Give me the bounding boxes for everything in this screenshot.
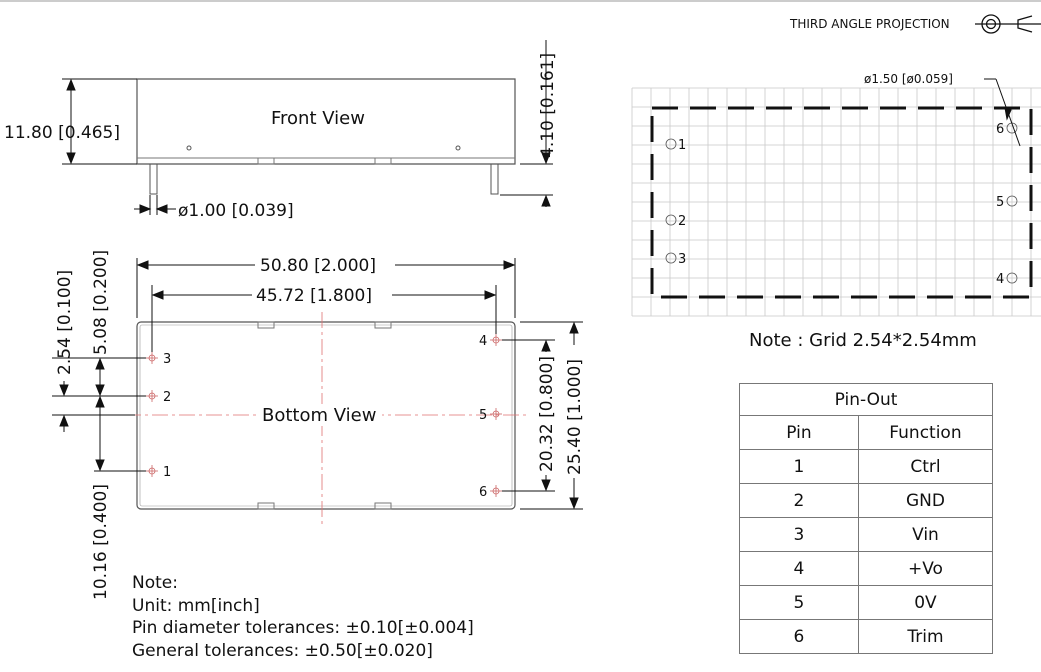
pinout-pin-cell: 4 [739,551,859,586]
bottom-standoff-bl [257,502,275,510]
bottom-pin-label-2: 2 [163,390,171,405]
front-dot-right [455,145,461,151]
bottom-pin-pitch-dim: 2.54 [0.100] [55,270,75,375]
pinout-pin-cell: 5 [739,585,859,620]
front-height-dim: 11.80 [0.465] [4,123,120,143]
front-standoff-right [374,157,392,165]
pinout-pin-cell: 2 [739,483,859,518]
front-pin-length-dim: 4.10 [0.161] [538,53,558,158]
pinout-function-cell: +Vo [857,551,994,586]
bottom-pin-label-4: 4 [479,334,487,349]
bottom-standoff-tr [374,321,392,329]
front-pin-left [149,163,158,195]
front-view: Front View 11.80 [0.465] 4.10 [0.161] [4,40,558,221]
notes-pin-tolerance: Pin diameter tolerances: ±0.10[±0.004] [132,618,474,638]
pcb-pin-label-3: 3 [678,252,686,267]
bottom-standoff-br [374,502,392,510]
bottom-pin-label-5: 5 [479,408,487,423]
pinout-function-cell: 0V [857,585,994,620]
pcb-pin-label-1: 1 [678,138,686,153]
bottom-pin-edge-dim: 10.16 [0.400] [91,484,111,600]
bottom-standoff-tl [257,321,275,329]
pinout-pin-cell: 3 [739,517,859,552]
pcb-grid-note: Note : Grid 2.54*2.54mm [749,330,977,351]
front-pin-diameter-dim: ø1.00 [0.039] [178,201,294,221]
bottom-pin-row-dim: 20.32 [0.800] [537,356,557,472]
pinout-function-cell: GND [857,483,994,518]
pinout-header-function: Function [857,415,994,450]
table-row: 3 Vin [739,517,994,552]
pinout-table: Pin-Out Pin Function 1 Ctrl 2 GND 3 Vin … [739,383,994,654]
projection-symbol-icon [975,14,1041,34]
front-pin-right [490,163,499,195]
table-row: 5 0V [739,585,994,620]
bottom-pin-span-dim: 45.72 [1.800] [256,286,372,306]
notes-block: Note: Unit: mm[inch] Pin diameter tolera… [132,572,474,662]
pinout-function-cell: Vin [857,517,994,552]
table-row: 6 Trim [739,619,994,654]
bottom-view-title: Bottom View [262,405,376,426]
bottom-pin-offset-dim: 5.08 [0.200] [91,250,111,355]
pinout-function-cell: Trim [857,619,994,654]
projection-label: THIRD ANGLE PROJECTION [789,17,950,31]
pcb-hole-dim: ø1.50 [ø0.059] [864,72,953,86]
notes-heading: Note: [132,573,178,593]
bottom-view-body [136,321,516,510]
bottom-depth-dim: 25.40 [1.000] [565,359,585,475]
pcb-pin-label-5: 5 [996,195,1004,210]
table-row: 1 Ctrl [739,449,994,484]
front-view-title: Front View [271,108,365,129]
table-row: 4 +Vo [739,551,994,586]
front-standoff-left [257,157,275,165]
bottom-width-dim: 50.80 [2.000] [260,256,376,276]
notes-general-tolerance: General tolerances: ±0.50[±0.020] [132,640,433,661]
pinout-function-cell: Ctrl [857,449,994,484]
bottom-view: 3 2 1 4 5 6 Bottom View [52,250,585,600]
table-row: 2 GND [739,483,994,518]
pcb-outline [650,106,1033,299]
bottom-pin-label-3: 3 [163,352,171,367]
pinout-pin-cell: 1 [739,449,859,484]
front-view-body [136,78,516,165]
front-dot-left [186,145,192,151]
pcb-pin-label-2: 2 [678,214,686,229]
pcb-grid [631,87,1041,317]
pcb-pin-label-6: 6 [996,122,1004,137]
pcb-layout: 1 2 3 6 5 4 ø1.50 [ø0.059] Note : Grid 2… [631,72,1041,351]
pinout-pin-cell: 6 [739,619,859,654]
bottom-pin-label-1: 1 [163,465,171,480]
pinout-header-pin: Pin [739,415,859,450]
bottom-pin-label-6: 6 [479,485,487,500]
pinout-table-title: Pin-Out [739,383,993,416]
notes-unit: Unit: mm[inch] [132,595,260,616]
pcb-pin-label-4: 4 [996,272,1004,287]
